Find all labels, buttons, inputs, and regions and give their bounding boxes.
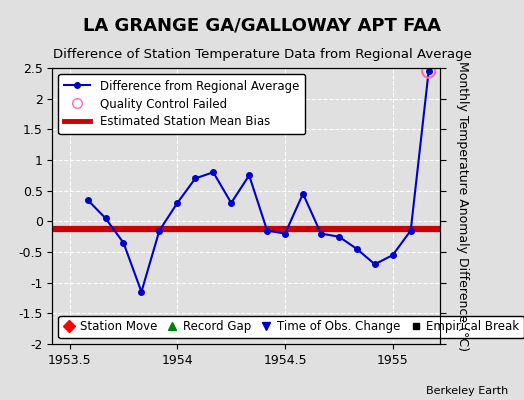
- Text: Difference of Station Temperature Data from Regional Average: Difference of Station Temperature Data f…: [52, 48, 472, 61]
- Text: Berkeley Earth: Berkeley Earth: [426, 386, 508, 396]
- Text: LA GRANGE GA/GALLOWAY APT FAA: LA GRANGE GA/GALLOWAY APT FAA: [83, 16, 441, 34]
- Point: [424, 68, 433, 74]
- Y-axis label: Monthly Temperature Anomaly Difference (°C): Monthly Temperature Anomaly Difference (…: [456, 61, 469, 351]
- Legend: Station Move, Record Gap, Time of Obs. Change, Empirical Break: Station Move, Record Gap, Time of Obs. C…: [58, 316, 524, 338]
